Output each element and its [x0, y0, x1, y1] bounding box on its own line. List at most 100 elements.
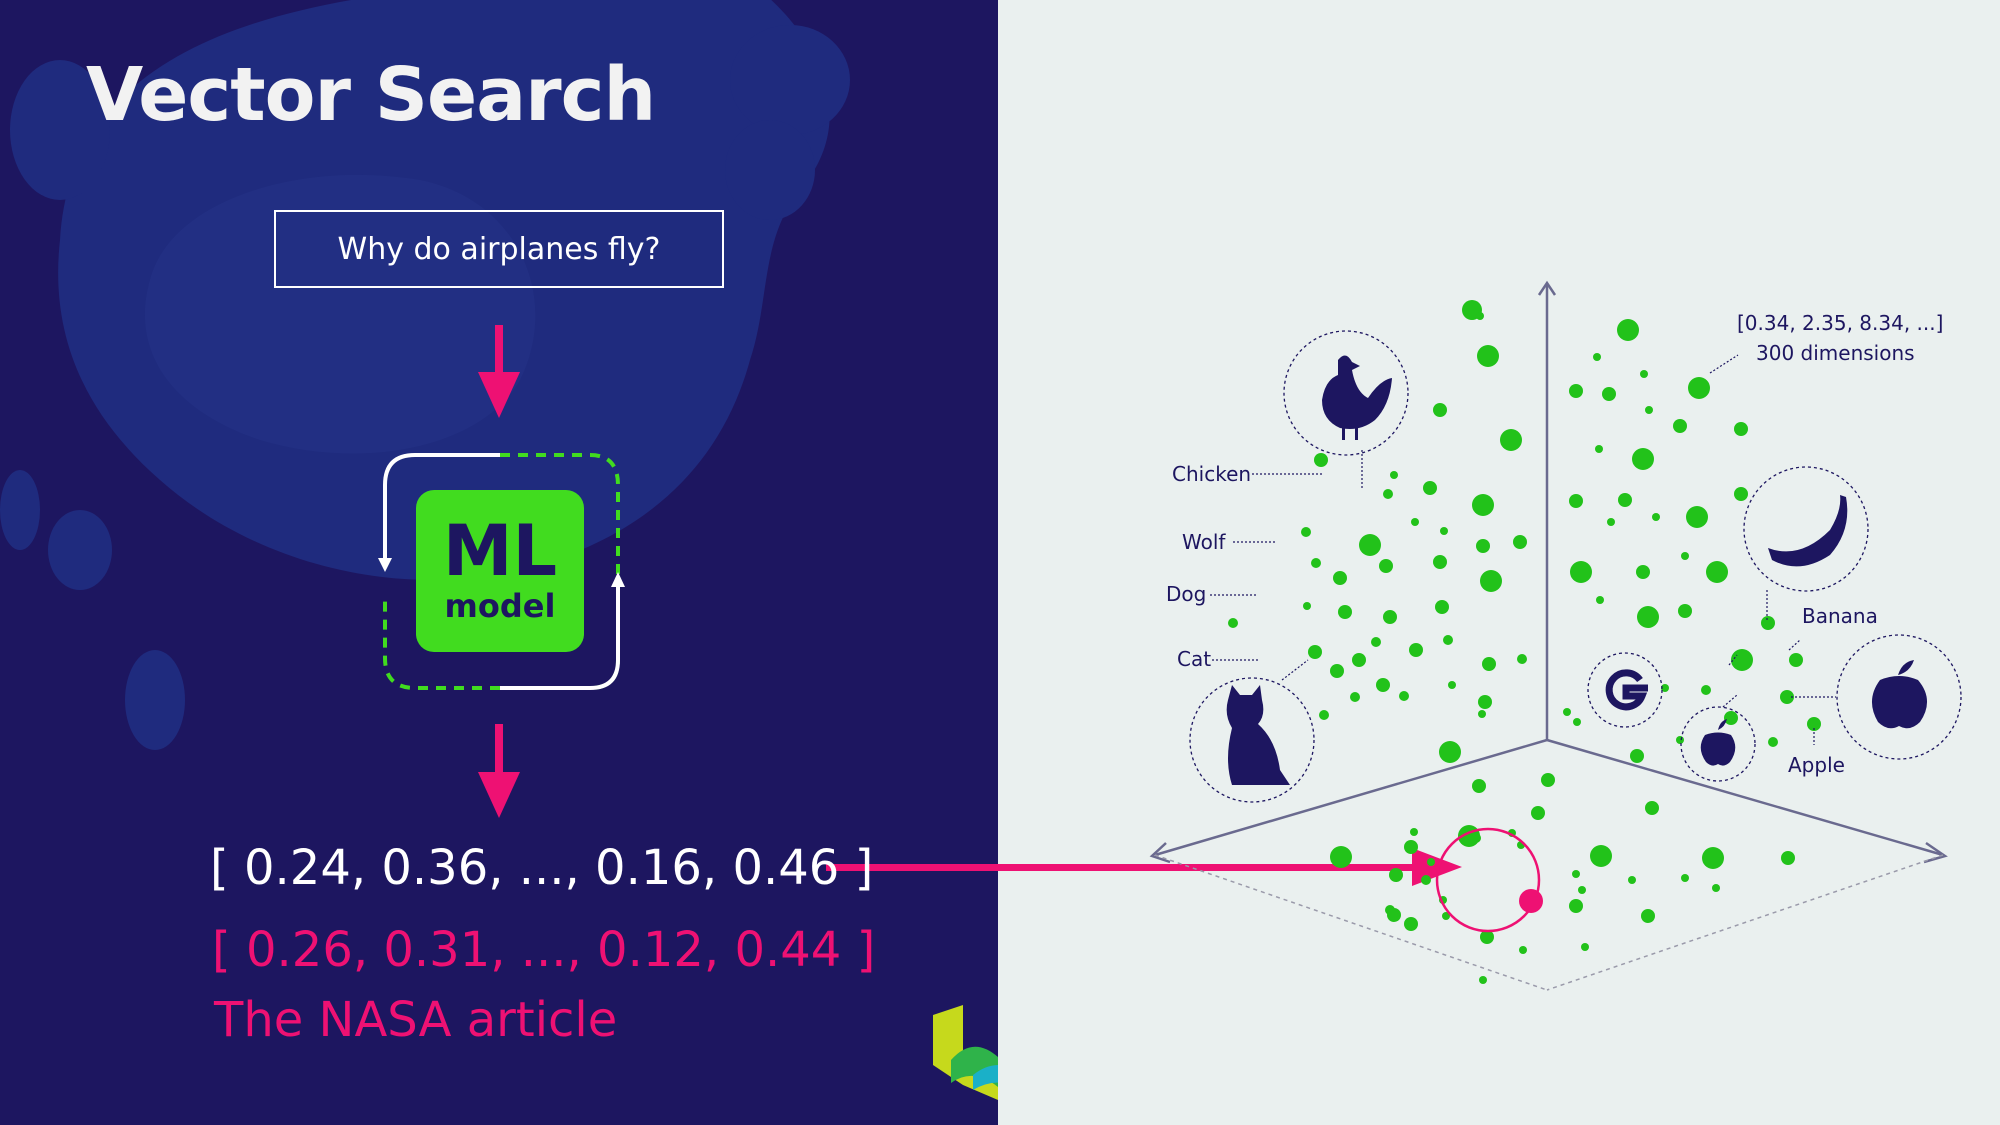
match-region-circle: [1435, 827, 1541, 933]
embedding-point: [1513, 535, 1527, 549]
embedding-point: [1706, 561, 1728, 583]
embedding-point: [1578, 886, 1586, 894]
embedding-point: [1409, 643, 1423, 657]
embedding-point: [1573, 718, 1581, 726]
embedding-point: [1439, 741, 1461, 763]
embedding-point: [1617, 319, 1639, 341]
embedding-point: [1595, 445, 1603, 453]
slide-title: Vector Search: [86, 52, 656, 138]
label-apple: Apple: [1788, 753, 1845, 777]
arrow-shaft: [998, 864, 1418, 871]
chicken-icon: [1283, 330, 1409, 456]
apple-fruit-icon: [1836, 634, 1962, 760]
google-icon: [1587, 652, 1663, 728]
embedding-point: [1379, 559, 1393, 573]
embedding-point: [1350, 692, 1360, 702]
banana-icon: [1743, 466, 1869, 592]
embedding-point: [1645, 801, 1659, 815]
embedding-point: [1581, 943, 1589, 951]
embedding-point: [1478, 710, 1486, 718]
embedding-point: [1330, 846, 1352, 868]
embedding-point: [1476, 539, 1490, 553]
embedding-point: [1781, 851, 1795, 865]
embedding-point: [1371, 637, 1381, 647]
embedding-point: [1569, 384, 1583, 398]
embedding-point: [1641, 909, 1655, 923]
embedding-point: [1519, 946, 1527, 954]
axes: [1149, 280, 1948, 864]
vector-note: [0.34, 2.35, 8.34, ...]: [1737, 311, 1943, 335]
embedding-point: [1632, 448, 1654, 470]
embedding-point: [1440, 527, 1448, 535]
embedding-point: [1427, 858, 1435, 866]
embedding-point: [1531, 806, 1545, 820]
embedding-point: [1686, 506, 1708, 528]
embedding-point: [1476, 312, 1484, 320]
embedding-point: [1761, 616, 1775, 630]
embedding-point: [1607, 518, 1615, 526]
match-vector: [ 0.26, 0.31, ..., 0.12, 0.44 ]: [212, 922, 876, 978]
embedding-point: [1590, 845, 1612, 867]
embedding-point: [1676, 736, 1684, 744]
embedding-point: [1645, 406, 1653, 414]
label-chicken: Chicken: [1172, 462, 1251, 486]
embedding-point: [1702, 847, 1724, 869]
embedding-point: [1352, 653, 1366, 667]
embedding-point: [1673, 419, 1687, 433]
query-box: Why do airplanes fly?: [274, 210, 724, 288]
embedding-point: [1593, 353, 1601, 361]
embedding-point: [1541, 773, 1555, 787]
background-blob: [0, 0, 850, 750]
embedding-point: [1423, 481, 1437, 495]
embedding-point: [1387, 908, 1401, 922]
query-text: Why do airplanes fly?: [337, 231, 661, 267]
embedding-point: [1376, 678, 1390, 692]
label-banana: Banana: [1802, 604, 1878, 628]
embedding-point: [1780, 690, 1794, 704]
embedding-point: [1383, 489, 1393, 499]
embedding-point: [1435, 600, 1449, 614]
left-panel: Vector Search Why do airplanes fly?: [0, 0, 998, 1125]
embedding-point: [1681, 552, 1689, 560]
query-vector: [ 0.24, 0.36, ..., 0.16, 0.46 ]: [210, 840, 874, 896]
embedding-point: [1442, 912, 1450, 920]
right-panel: [998, 0, 2000, 1125]
match-point: [1519, 889, 1543, 913]
embedding-point: [1433, 555, 1447, 569]
embedding-point: [1330, 664, 1344, 678]
embedding-point: [1640, 370, 1648, 378]
embedding-point: [1433, 403, 1447, 417]
embedding-point: [1569, 494, 1583, 508]
embedding-point: [1572, 870, 1580, 878]
embedding-point: [1637, 606, 1659, 628]
label-cat: Cat: [1177, 647, 1211, 671]
embedding-point: [1390, 471, 1398, 479]
embedding-point: [1308, 645, 1322, 659]
embedding-point: [1712, 884, 1720, 892]
embedding-point: [1602, 387, 1616, 401]
embedding-point: [1301, 527, 1311, 537]
embedding-point: [1500, 429, 1522, 451]
logo-icon: [933, 1005, 998, 1100]
embedding-point: [1448, 681, 1456, 689]
embedding-point: [1636, 565, 1650, 579]
embedding-point: [1630, 749, 1644, 763]
embedding-point: [1688, 377, 1710, 399]
arrow-right-icon: [826, 864, 998, 871]
dimensions-note: 300 dimensions: [1756, 341, 1915, 365]
embedding-point: [1228, 618, 1238, 628]
embedding-point: [1411, 518, 1419, 526]
embedding-point: [1724, 711, 1738, 725]
embedding-point: [1319, 710, 1329, 720]
embedding-point: [1661, 684, 1669, 692]
embedding-point: [1482, 657, 1496, 671]
embedding-point: [1563, 708, 1571, 716]
arrow-down-icon: [478, 325, 520, 418]
apple-logo-icon: [1680, 706, 1756, 782]
embedding-point: [1789, 653, 1803, 667]
embedding-point: [1618, 493, 1632, 507]
embedding-point: [1383, 610, 1397, 624]
ml-model-box: ML model: [416, 490, 584, 652]
leader-lines: [1210, 354, 1836, 745]
ml-model-title: ML: [442, 510, 558, 592]
